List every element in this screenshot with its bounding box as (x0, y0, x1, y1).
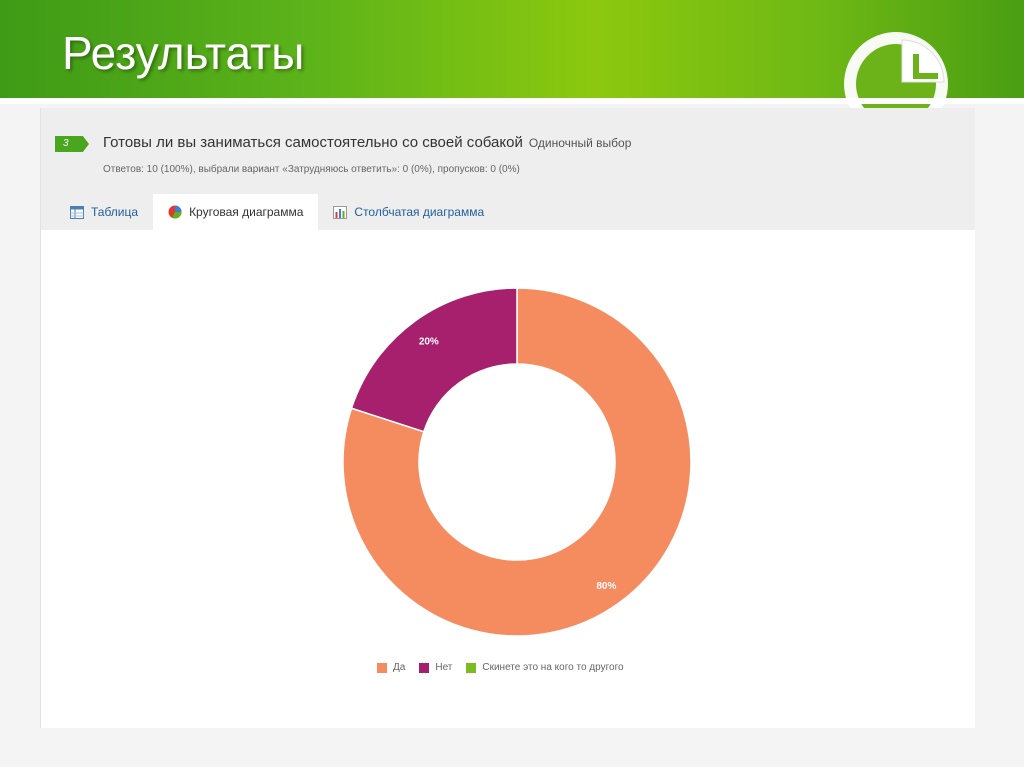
tab-table[interactable]: Таблица (55, 194, 153, 230)
donut-chart: 80% 20% (342, 287, 692, 637)
question-header: 3 Готовы ли вы заниматься самостоятельно… (41, 108, 975, 230)
legend-label-2: Нет (435, 662, 453, 673)
legend-item-2[interactable]: Нет (419, 662, 452, 673)
slice-label-1: 80% (596, 581, 616, 592)
question-text: Готовы ли вы заниматься самостоятельно с… (103, 134, 523, 151)
question-title: Готовы ли вы заниматься самостоятельно с… (103, 134, 631, 151)
question-number-badge: 3 (55, 136, 89, 152)
chart-legend: Да Нет Скинете это на кого то другого (377, 662, 638, 673)
view-tabs: Таблица Круговая диаграмма Столбчатая ди… (55, 194, 499, 230)
results-panel: 3 Готовы ли вы заниматься самостоятельно… (40, 108, 975, 728)
legend-label-3: Скинете это на кого то другого (482, 662, 624, 673)
legend-item-3[interactable]: Скинете это на кого то другого (466, 662, 624, 673)
pie-logo-icon (844, 32, 948, 120)
legend-label-1: Да (393, 662, 406, 673)
tab-bar-chart-label: Столбчатая диаграмма (354, 205, 485, 219)
tab-pie-chart-label: Круговая диаграмма (189, 205, 304, 219)
pie-slice-1[interactable] (342, 287, 692, 637)
question-stats: Ответов: 10 (100%), выбрали вариант «Зат… (103, 164, 520, 175)
tab-pie-chart[interactable]: Круговая диаграмма (153, 194, 319, 230)
table-icon (70, 205, 84, 219)
pie-chart-icon (168, 205, 182, 219)
legend-swatch-1 (377, 662, 387, 673)
question-type: Одиночный выбор (528, 136, 632, 150)
tab-bar-chart[interactable]: Столбчатая диаграмма (318, 194, 499, 230)
legend-swatch-2 (419, 662, 430, 673)
bar-chart-icon (333, 205, 348, 219)
pie-slice-2[interactable] (350, 287, 518, 433)
slide-title: Результаты (62, 27, 305, 79)
header-divider (0, 98, 1024, 104)
legend-swatch-3 (466, 662, 477, 673)
tab-table-label: Таблица (91, 205, 139, 219)
legend-item-1[interactable]: Да (377, 662, 405, 673)
slice-label-2: 20% (419, 337, 439, 348)
